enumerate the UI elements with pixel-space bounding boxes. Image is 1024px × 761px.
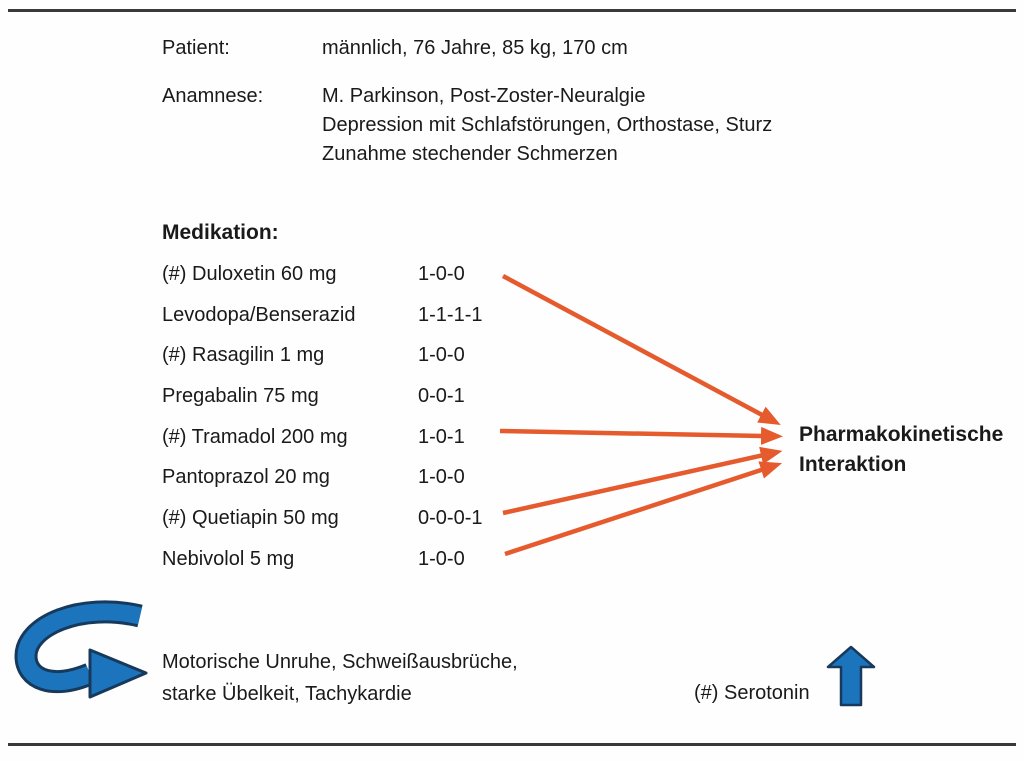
anamnese-value: M. Parkinson, Post-Zoster-Neuralgie Depr… <box>322 82 772 169</box>
medication-dose: 1-1-1-1 <box>418 303 483 326</box>
arrow-quetiapin-to-interaction <box>502 446 783 516</box>
arrow-nebivolol-to-interaction <box>504 461 783 557</box>
medication-dose: 1-0-0 <box>418 262 465 285</box>
anamnese-line: Depression mit Schlafstörungen, Orthosta… <box>322 114 773 136</box>
medication-table: (#) Duloxetin 60 mg 1-0-0 Levodopa/Bense… <box>162 254 522 580</box>
medication-dose: 0-0-1 <box>418 384 465 407</box>
interaction-label: Pharmakokinetische Interaktion <box>799 420 1003 480</box>
up-arrow-shape <box>826 645 876 707</box>
anamnese-line: Zunahme stechender Schmerzen <box>322 143 618 165</box>
medication-dose: 1-0-0 <box>418 547 465 570</box>
symptoms-text: Motorische Unruhe, Schweißausbrüche, sta… <box>162 646 518 710</box>
interaction-label-line1: Pharmakokinetische <box>799 423 1004 446</box>
medication-row: (#) Tramadol 200 mg 1-0-1 <box>162 417 522 458</box>
top-rule <box>8 9 1016 12</box>
patient-label: Patient: <box>162 37 230 59</box>
serotonin-increase-arrow-icon <box>826 645 876 707</box>
medication-name: Levodopa/Benserazid <box>162 303 356 326</box>
medication-row: (#) Duloxetin 60 mg 1-0-0 <box>162 254 522 295</box>
anamnese-line: M. Parkinson, Post-Zoster-Neuralgie <box>322 85 646 107</box>
medication-dose: 1-0-0 <box>418 466 465 489</box>
medication-row: Pregabalin 75 mg 0-0-1 <box>162 376 522 417</box>
medication-dose: 1-0-0 <box>418 344 465 367</box>
medication-name: Nebivolol 5 mg <box>162 547 295 570</box>
anamnese-label: Anamnese: <box>162 85 264 107</box>
medication-row: (#) Rasagilin 1 mg 1-0-0 <box>162 335 522 376</box>
curved-arrow-band <box>17 603 142 691</box>
medication-heading: Medikation: <box>162 221 279 244</box>
medication-name: (#) Tramadol 200 mg <box>162 425 348 448</box>
curved-arrow-head <box>88 648 148 699</box>
anamnese-row: Anamnese: M. Parkinson, Post-Zoster-Neur… <box>162 82 772 169</box>
serotonin-legend: (#) Serotonin <box>694 682 810 704</box>
medication-name: Pantoprazol 20 mg <box>162 466 330 489</box>
medication-row: Pantoprazol 20 mg 1-0-0 <box>162 457 522 498</box>
curved-consequence-arrow-icon <box>14 600 148 699</box>
patient-row: Patient: männlich, 76 Jahre, 85 kg, 170 … <box>162 34 628 63</box>
arrow-duloxetin-to-interaction <box>501 274 781 425</box>
medication-name: Pregabalin 75 mg <box>162 384 319 407</box>
medication-row: Levodopa/Benserazid 1-1-1-1 <box>162 295 522 336</box>
medication-dose: 1-0-1 <box>418 425 465 448</box>
medication-name: (#) Duloxetin 60 mg <box>162 262 337 285</box>
medication-row: (#) Quetiapin 50 mg 0-0-0-1 <box>162 498 522 539</box>
medication-row: Nebivolol 5 mg 1-0-0 <box>162 539 522 580</box>
interaction-label-line2: Interaktion <box>799 453 907 476</box>
patient-value: männlich, 76 Jahre, 85 kg, 170 cm <box>322 37 628 59</box>
medication-dose: 0-0-0-1 <box>418 506 483 529</box>
bottom-rule <box>8 743 1016 746</box>
symptoms-line1: Motorische Unruhe, Schweißausbrüche, <box>162 651 518 673</box>
symptoms-line2: starke Übelkeit, Tachykardie <box>162 683 412 705</box>
medication-name: (#) Quetiapin 50 mg <box>162 506 339 529</box>
medication-name: (#) Rasagilin 1 mg <box>162 344 325 367</box>
arrow-tramadol-to-interaction <box>499 426 783 445</box>
orange-arrow-group <box>499 274 783 557</box>
